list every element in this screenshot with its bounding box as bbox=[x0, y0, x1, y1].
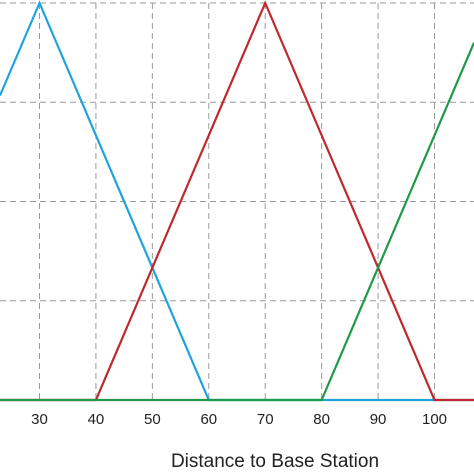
x-tick-label: 80 bbox=[313, 411, 330, 428]
x-tick-label: 60 bbox=[200, 411, 217, 428]
x-tick-label: 30 bbox=[31, 411, 48, 428]
x-tick-label: 100 bbox=[422, 411, 447, 428]
series-line bbox=[0, 42, 474, 402]
series-line bbox=[0, 0, 474, 402]
x-tick-label: 90 bbox=[370, 411, 387, 428]
x-tick-label: 70 bbox=[257, 411, 274, 428]
x-tick-label: 40 bbox=[88, 411, 105, 428]
x-axis-label: Distance to Base Station bbox=[171, 451, 379, 472]
x-tick-label: 50 bbox=[144, 411, 161, 428]
